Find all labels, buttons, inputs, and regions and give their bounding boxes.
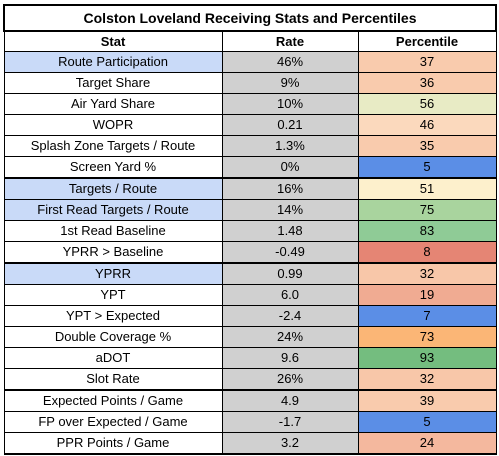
stat-name-cell: YPT > Expected [3, 305, 223, 327]
table-title: Colston Loveland Receiving Stats and Per… [2, 4, 498, 32]
rate-cell: 24% [221, 326, 359, 348]
table-row: YPT 6.0 19 [3, 284, 497, 306]
column-header-stat: Stat [3, 30, 223, 52]
rate-cell: -0.49 [221, 241, 359, 264]
percentile-cell: 19 [357, 284, 497, 306]
percentile-cell: 24 [357, 432, 497, 455]
table-row: Air Yard Share 10% 56 [3, 93, 497, 115]
table-row: 1st Read Baseline 1.48 83 [3, 220, 497, 242]
stat-name-cell: First Read Targets / Route [3, 199, 223, 221]
rate-cell: 10% [221, 93, 359, 115]
column-header-rate: Rate [221, 30, 359, 52]
percentile-cell: 8 [357, 241, 497, 264]
table-row: YPRR > Baseline -0.49 8 [3, 241, 497, 264]
percentile-cell: 73 [357, 326, 497, 348]
percentile-cell: 83 [357, 220, 497, 242]
percentile-cell: 5 [357, 411, 497, 433]
receiving-stats-table: Colston Loveland Receiving Stats and Per… [2, 4, 498, 455]
stat-name-cell: YPRR [3, 262, 223, 285]
table-row: aDOT 9.6 93 [3, 347, 497, 369]
table-row: Route Participation 46% 37 [3, 51, 497, 73]
table-row: Targets / Route 16% 51 [3, 177, 497, 200]
rate-cell: 46% [221, 51, 359, 73]
stat-name-cell: Slot Rate [3, 368, 223, 391]
table-row: FP over Expected / Game -1.7 5 [3, 411, 497, 433]
rate-cell: 26% [221, 368, 359, 391]
stat-name-cell: aDOT [3, 347, 223, 369]
percentile-cell: 39 [357, 389, 497, 412]
table-row: Screen Yard % 0% 5 [3, 156, 497, 179]
rate-cell: 9% [221, 72, 359, 94]
percentile-cell: 75 [357, 199, 497, 221]
header-row: Stat Rate Percentile [3, 30, 497, 52]
rate-cell: 4.9 [221, 389, 359, 412]
title-row: Colston Loveland Receiving Stats and Per… [2, 4, 498, 32]
stat-name-cell: Targets / Route [3, 177, 223, 200]
table-row: Splash Zone Targets / Route 1.3% 35 [3, 135, 497, 157]
table-row: First Read Targets / Route 14% 75 [3, 199, 497, 221]
percentile-cell: 5 [357, 156, 497, 179]
rate-cell: 6.0 [221, 284, 359, 306]
stat-name-cell: PPR Points / Game [3, 432, 223, 455]
rate-cell: 0.99 [221, 262, 359, 285]
rate-cell: 0.21 [221, 114, 359, 136]
percentile-cell: 7 [357, 305, 497, 327]
table-row: Double Coverage % 24% 73 [3, 326, 497, 348]
percentile-cell: 32 [357, 262, 497, 285]
percentile-cell: 35 [357, 135, 497, 157]
rate-cell: 1.3% [221, 135, 359, 157]
table-body: Route Participation 46% 37 Target Share 9% 36… [3, 51, 497, 455]
table-row: Slot Rate 26% 32 [3, 368, 497, 391]
rate-cell: 14% [221, 199, 359, 221]
table-row: YPRR 0.99 32 [3, 262, 497, 285]
percentile-cell: 32 [357, 368, 497, 391]
percentile-cell: 36 [357, 72, 497, 94]
stat-name-cell: Air Yard Share [3, 93, 223, 115]
rate-cell: 0% [221, 156, 359, 179]
stats-table-container: Colston Loveland Receiving Stats and Per… [2, 4, 498, 455]
percentile-cell: 51 [357, 177, 497, 200]
stat-name-cell: Screen Yard % [3, 156, 223, 179]
rate-cell: 16% [221, 177, 359, 200]
stat-name-cell: Target Share [3, 72, 223, 94]
table-row: WOPR 0.21 46 [3, 114, 497, 136]
rate-cell: 9.6 [221, 347, 359, 369]
rate-cell: -1.7 [221, 411, 359, 433]
rate-cell: -2.4 [221, 305, 359, 327]
stat-name-cell: Expected Points / Game [3, 389, 223, 412]
stat-name-cell: YPRR > Baseline [3, 241, 223, 264]
percentile-cell: 56 [357, 93, 497, 115]
table-row: Expected Points / Game 4.9 39 [3, 389, 497, 412]
stat-name-cell: WOPR [3, 114, 223, 136]
stat-name-cell: FP over Expected / Game [3, 411, 223, 433]
table-row: Target Share 9% 36 [3, 72, 497, 94]
column-header-percentile: Percentile [357, 30, 497, 52]
table-row: PPR Points / Game 3.2 24 [3, 432, 497, 455]
stat-name-cell: Route Participation [3, 51, 223, 73]
stat-name-cell: Splash Zone Targets / Route [3, 135, 223, 157]
rate-cell: 1.48 [221, 220, 359, 242]
stat-name-cell: YPT [3, 284, 223, 306]
rate-cell: 3.2 [221, 432, 359, 455]
table-row: YPT > Expected -2.4 7 [3, 305, 497, 327]
percentile-cell: 37 [357, 51, 497, 73]
stat-name-cell: Double Coverage % [3, 326, 223, 348]
percentile-cell: 46 [357, 114, 497, 136]
stat-name-cell: 1st Read Baseline [3, 220, 223, 242]
percentile-cell: 93 [357, 347, 497, 369]
